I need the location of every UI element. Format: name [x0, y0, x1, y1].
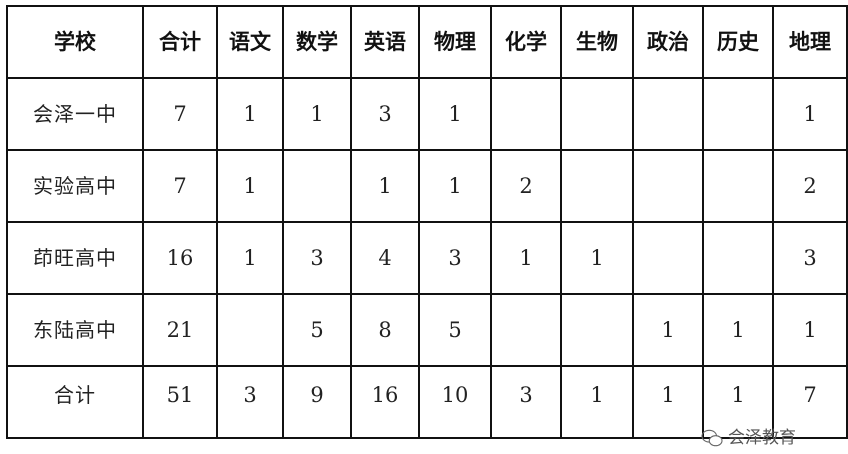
table-row: 实验高中 7 1 1 1 2 2 — [6, 149, 848, 223]
count-cell: 4 — [350, 221, 420, 295]
count-cell: 9 — [282, 365, 352, 439]
column-header: 生物 — [560, 5, 634, 79]
school-name-cell: 合计 — [6, 365, 144, 439]
table-row: 合计 51 3 9 16 10 3 1 1 1 7 — [6, 365, 848, 439]
count-cell: 5 — [282, 293, 352, 367]
column-header: 物理 — [418, 5, 492, 79]
header-row: 学校 合计 语文 数学 英语 物理 化学 生物 政治 历史 地理 — [6, 5, 848, 79]
count-cell: 3 — [350, 77, 420, 151]
count-cell: 21 — [142, 293, 218, 367]
school-name-cell: 东陆高中 — [6, 293, 144, 367]
count-cell: 1 — [490, 221, 562, 295]
count-cell — [216, 293, 284, 367]
count-cell: 51 — [142, 365, 218, 439]
wechat-icon — [701, 429, 723, 447]
count-cell: 1 — [702, 365, 774, 439]
count-cell — [282, 149, 352, 223]
count-cell: 3 — [490, 365, 562, 439]
count-cell: 1 — [632, 365, 704, 439]
watermark: 会泽教育 — [700, 427, 796, 449]
count-cell: 16 — [350, 365, 420, 439]
count-cell: 1 — [560, 221, 634, 295]
count-cell: 5 — [418, 293, 492, 367]
school-name-cell: 实验高中 — [6, 149, 144, 223]
count-cell: 7 — [142, 77, 218, 151]
count-cell: 1 — [772, 293, 848, 367]
table-row: 会泽一中 7 1 1 3 1 1 — [6, 77, 848, 151]
count-cell — [560, 293, 634, 367]
count-cell: 1 — [772, 77, 848, 151]
count-cell: 1 — [350, 149, 420, 223]
count-cell: 1 — [560, 365, 634, 439]
teacher-distribution-table: 学校 合计 语文 数学 英语 物理 化学 生物 政治 历史 地理 会泽一中 7 1 1 3 1 1 实验高中 7 1 1… — [6, 5, 848, 439]
count-cell: 1 — [216, 221, 284, 295]
count-cell — [632, 77, 704, 151]
count-cell: 1 — [702, 293, 774, 367]
count-cell: 1 — [216, 149, 284, 223]
count-cell: 16 — [142, 221, 218, 295]
count-cell: 7 — [142, 149, 218, 223]
count-cell: 1 — [418, 149, 492, 223]
count-cell: 3 — [418, 221, 492, 295]
count-cell — [490, 77, 562, 151]
count-cell — [560, 77, 634, 151]
count-cell: 8 — [350, 293, 420, 367]
table-row: 东陆高中 21 5 8 5 1 1 1 — [6, 293, 848, 367]
column-header: 地理 — [772, 5, 848, 79]
count-cell: 1 — [632, 293, 704, 367]
count-cell: 1 — [418, 77, 492, 151]
column-header: 学校 — [6, 5, 144, 79]
count-cell — [632, 221, 704, 295]
table-row: 茚旺高中 16 1 3 4 3 1 1 3 — [6, 221, 848, 295]
count-cell: 3 — [772, 221, 848, 295]
watermark-text: 会泽教育 — [728, 428, 796, 448]
count-cell: 2 — [490, 149, 562, 223]
count-cell — [490, 293, 562, 367]
count-cell: 7 — [772, 365, 848, 439]
column-header: 历史 — [702, 5, 774, 79]
count-cell — [702, 221, 774, 295]
count-cell: 10 — [418, 365, 492, 439]
count-cell: 3 — [216, 365, 284, 439]
school-name-cell: 会泽一中 — [6, 77, 144, 151]
column-header: 数学 — [282, 5, 352, 79]
count-cell — [560, 149, 634, 223]
count-cell — [702, 77, 774, 151]
count-cell: 3 — [282, 221, 352, 295]
column-header: 化学 — [490, 5, 562, 79]
column-header: 语文 — [216, 5, 284, 79]
column-header: 合计 — [142, 5, 218, 79]
count-cell: 1 — [282, 77, 352, 151]
count-cell: 1 — [216, 77, 284, 151]
column-header: 英语 — [350, 5, 420, 79]
school-name-cell: 茚旺高中 — [6, 221, 144, 295]
column-header: 政治 — [632, 5, 704, 79]
count-cell — [702, 149, 774, 223]
count-cell: 2 — [772, 149, 848, 223]
count-cell — [632, 149, 704, 223]
